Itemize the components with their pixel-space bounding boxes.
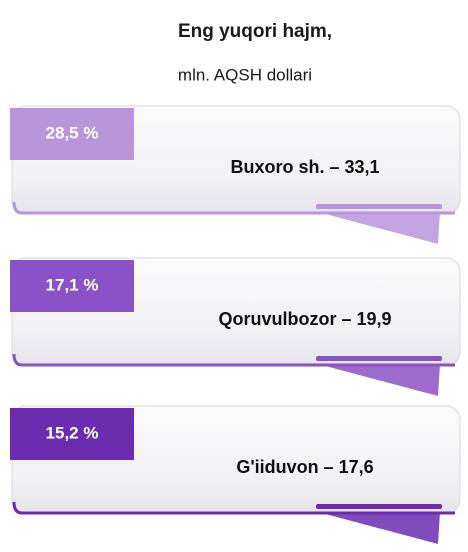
- card-bottom-line: [12, 353, 23, 367]
- card-fold: [318, 364, 440, 396]
- percent-label: 17,1 %: [46, 275, 99, 294]
- card: 28,5 % Buxoro sh. – 33,1: [10, 105, 461, 244]
- card-accent: [316, 504, 442, 509]
- card: 15,2 % G'iiduvon – 17,6: [10, 405, 461, 544]
- title: Eng yuqori hajm,: [178, 21, 332, 42]
- percent-label: 28,5 %: [46, 123, 99, 142]
- card-bottom-line: [12, 201, 23, 215]
- percent-tab: [10, 260, 134, 312]
- percent-label: 15,2 %: [46, 423, 99, 442]
- card-accent: [316, 356, 442, 361]
- percent-tab: [10, 408, 134, 460]
- card-fold: [318, 212, 440, 244]
- card-bottom-line: [12, 501, 23, 515]
- percent-tab: [10, 108, 134, 160]
- card: 17,1 % Qoruvulbozor – 19,9: [10, 257, 461, 396]
- card-fold: [318, 512, 440, 544]
- item-label: Qoruvulbozor – 19,9: [218, 309, 391, 329]
- card-accent: [316, 204, 442, 209]
- item-label: Buxoro sh. – 33,1: [230, 157, 379, 177]
- subtitle: mln. AQSH dollari: [178, 65, 312, 84]
- item-label: G'iiduvon – 17,6: [236, 457, 373, 477]
- cards: 28,5 % Buxoro sh. – 33,1 17,1 % Qoruvulbozo…: [10, 105, 461, 544]
